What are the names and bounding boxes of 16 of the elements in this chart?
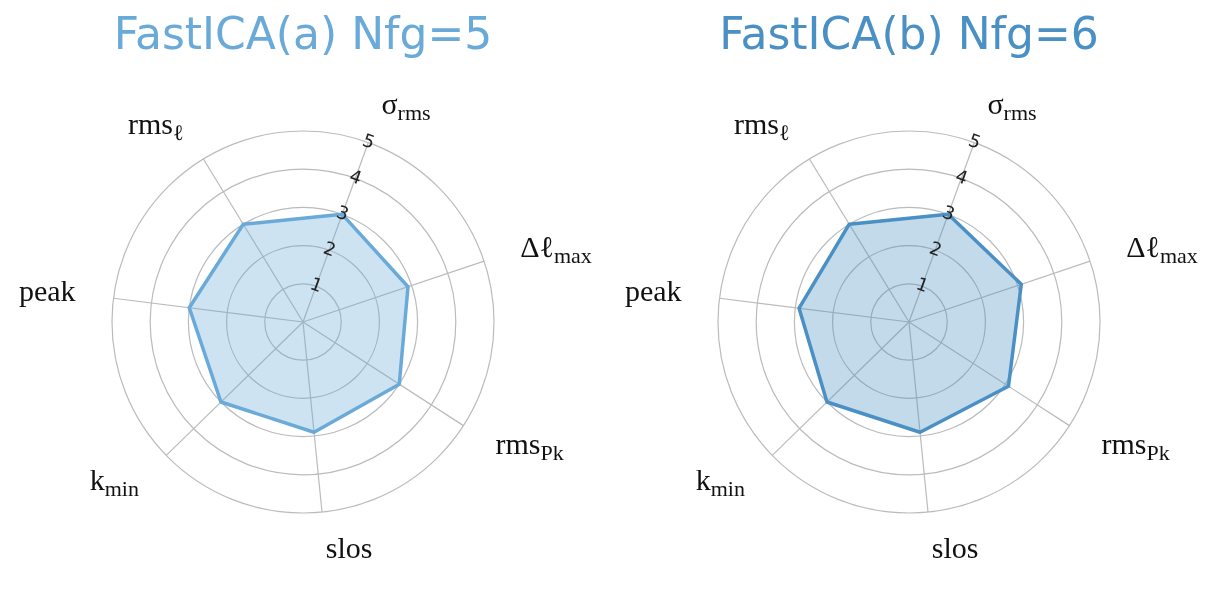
y-tick-label: 1 xyxy=(307,272,326,297)
y-tick-label: 3 xyxy=(939,200,958,225)
spoke-label: peak xyxy=(624,274,682,308)
chart-title: FastICA(b) Nfg=6 xyxy=(718,8,1100,59)
y-tick-label: 2 xyxy=(926,236,945,261)
y-tick-label: 4 xyxy=(346,164,365,189)
y-tick-label: 5 xyxy=(359,128,378,153)
spoke-label: slos xyxy=(931,530,979,564)
y-tick-label: 5 xyxy=(965,128,984,153)
y-tick-label: 2 xyxy=(320,236,339,261)
spoke-label: slos xyxy=(325,530,373,564)
chart-title: FastICA(a) Nfg=5 xyxy=(112,8,494,59)
y-tick-label: 4 xyxy=(952,164,971,189)
y-tick-label: 1 xyxy=(913,272,932,297)
y-tick-label: 3 xyxy=(333,200,352,225)
spoke-label: peak xyxy=(18,274,76,308)
